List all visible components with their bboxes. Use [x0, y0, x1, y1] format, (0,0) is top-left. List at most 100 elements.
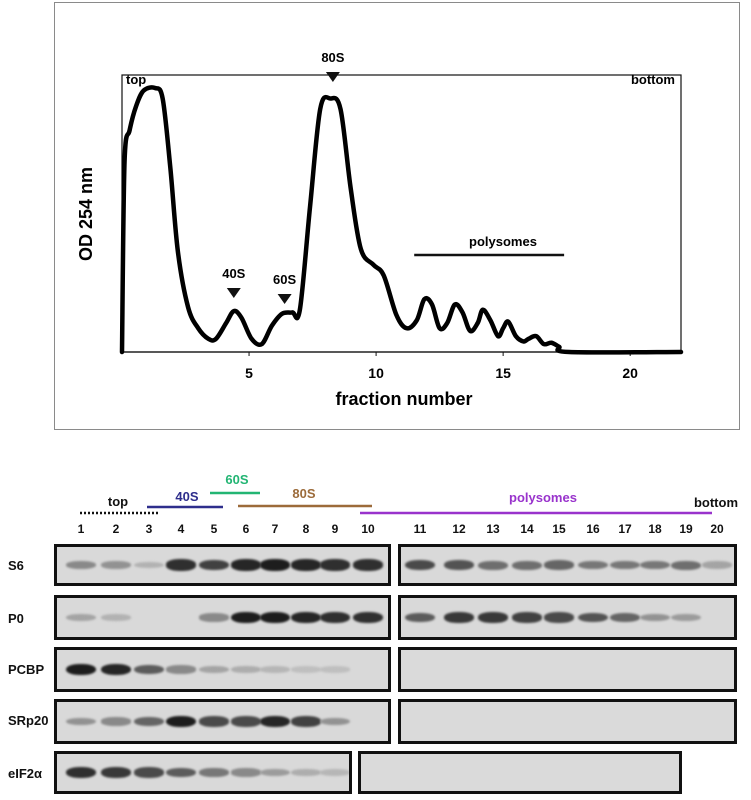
- lane-number: 16: [586, 522, 600, 536]
- lane-number: 2: [112, 522, 120, 536]
- lane-number: 3: [145, 522, 153, 536]
- blot-band: [231, 611, 261, 624]
- blot-band: [66, 560, 96, 570]
- peak-arrow-60s: [277, 294, 292, 304]
- lane-number: 14: [520, 522, 534, 536]
- lane-number: 10: [361, 522, 375, 536]
- blot-band: [478, 560, 508, 570]
- blot-band: [478, 612, 508, 623]
- blot-band: [231, 716, 261, 727]
- group-label-top: top: [108, 494, 128, 509]
- blot-band: [512, 612, 542, 623]
- blot-band: [512, 560, 542, 570]
- blot-band: [231, 559, 261, 571]
- lane-number: 15: [552, 522, 566, 536]
- blot-band: [291, 716, 321, 727]
- blot-band: [291, 666, 321, 673]
- blot-eif2a-right: [358, 751, 682, 794]
- blot-band: [544, 612, 574, 623]
- lane-number: 20: [710, 522, 724, 536]
- peak-arrow-80s: [325, 72, 340, 82]
- blot-srp20-left: [54, 699, 391, 744]
- x-axis-label: fraction number: [335, 389, 472, 409]
- blot-band: [134, 716, 164, 727]
- blot-band: [166, 715, 196, 728]
- blot-eif2a-left: [54, 751, 352, 794]
- blot-band: [320, 717, 350, 726]
- blot-band: [166, 559, 196, 571]
- lane-number: 19: [679, 522, 693, 536]
- protein-label-srp20: SRp20: [8, 713, 49, 728]
- blot-band: [544, 560, 574, 570]
- blot-band: [578, 560, 608, 570]
- blot-srp20-right: [398, 699, 737, 744]
- blot-band: [291, 559, 321, 571]
- blot-band: [101, 561, 131, 569]
- blot-band: [166, 767, 196, 778]
- protein-label-pcbp: PCBP: [8, 662, 45, 677]
- blot-band: [260, 666, 290, 673]
- blot-band: [640, 613, 670, 622]
- group-label-40s: 40S: [175, 489, 198, 504]
- blot-band: [610, 612, 640, 623]
- blot-s6-right: [398, 544, 737, 586]
- x-tick-label: 5: [245, 365, 253, 381]
- blot-band: [405, 612, 435, 623]
- blot-band: [199, 559, 229, 571]
- blot-band: [260, 715, 290, 728]
- blot-band: [199, 768, 229, 777]
- blot-band: [320, 611, 350, 624]
- lane-number: 1: [77, 522, 85, 536]
- lane-number: 7: [271, 522, 279, 536]
- lane-number: 12: [452, 522, 466, 536]
- blot-p0-right: [398, 595, 737, 640]
- group-label-polysomes: polysomes: [509, 490, 577, 505]
- blot-band: [166, 665, 196, 674]
- x-tick-labels: 5 10 15 20: [245, 352, 638, 381]
- y-axis-label: OD 254 nm: [76, 167, 96, 261]
- lane-number: 6: [242, 522, 250, 536]
- protein-label-eif2a: eIF2α: [8, 766, 43, 781]
- blot-band: [578, 612, 608, 623]
- lane-number: 17: [618, 522, 632, 536]
- profile-bottom-label: bottom: [631, 72, 675, 87]
- blot-band: [231, 768, 261, 777]
- lane-number: 4: [177, 522, 185, 536]
- protein-label-p0: P0: [8, 611, 24, 626]
- profile-svg: 5 10 15 20 40S 60S 80S top bottom polysomes O…: [76, 50, 684, 409]
- blot-band: [353, 611, 383, 624]
- blot-band: [199, 716, 229, 727]
- blot-band: [444, 560, 474, 570]
- blot-band: [134, 561, 164, 569]
- lane-number: 18: [648, 522, 662, 536]
- blot-s6-left: [54, 544, 391, 586]
- blot-band: [291, 611, 321, 624]
- blot-pcbp-left: [54, 647, 391, 692]
- blot-band: [66, 663, 96, 676]
- lane-number: 8: [302, 522, 310, 536]
- peak-label-80s: 80S: [321, 50, 344, 65]
- x-tick-label: 10: [368, 365, 384, 381]
- blot-band: [101, 767, 131, 778]
- blot-band: [101, 614, 131, 621]
- lane-number: 11: [413, 522, 427, 536]
- lane-number-row: 1 2 3 4 5 6 7 8 9 10 11 12 13 14 15 16 17 18 19 20: [0, 522, 751, 540]
- lane-number: 13: [486, 522, 500, 536]
- blot-band: [260, 768, 290, 777]
- blot-band: [199, 613, 229, 622]
- blot-band: [405, 559, 435, 571]
- peak-markers: 40S 60S 80S: [222, 50, 345, 304]
- blot-band: [66, 717, 96, 726]
- blot-band: [101, 663, 131, 676]
- blot-band: [199, 665, 229, 674]
- blot-bottom-label: bottom: [694, 495, 738, 510]
- blot-band: [702, 561, 732, 569]
- profile-top-label: top: [126, 72, 146, 87]
- fraction-group-lines: [80, 491, 712, 515]
- group-label-60s: 60S: [225, 472, 248, 487]
- profile-figure-frame: [54, 2, 740, 430]
- blot-band: [353, 559, 383, 571]
- blot-band: [444, 612, 474, 623]
- blot-band: [671, 613, 701, 622]
- group-label-80s: 80S: [292, 486, 315, 501]
